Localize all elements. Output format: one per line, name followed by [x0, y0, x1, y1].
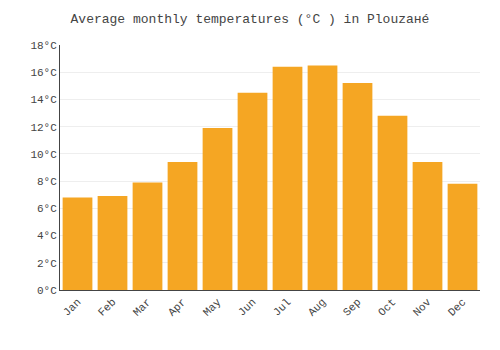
svg-text:Dec: Dec [446, 296, 468, 318]
svg-text:0°C: 0°C [37, 285, 57, 297]
svg-text:2°C: 2°C [37, 258, 57, 270]
svg-text:Feb: Feb [96, 296, 118, 318]
svg-text:Nov: Nov [411, 296, 434, 319]
svg-text:Mar: Mar [131, 296, 153, 318]
svg-text:16°C: 16°C [30, 67, 57, 79]
svg-text:Jul: Jul [271, 296, 293, 318]
svg-text:Jan: Jan [61, 296, 83, 318]
svg-text:14°C: 14°C [30, 94, 57, 106]
svg-text:18°C: 18°C [30, 40, 57, 52]
svg-text:Jun: Jun [236, 296, 258, 318]
svg-text:6°C: 6°C [37, 203, 57, 215]
svg-text:Average monthly temperatures (: Average monthly temperatures (°C ) in Pl… [71, 12, 430, 27]
svg-text:4°C: 4°C [37, 230, 57, 242]
svg-text:Apr: Apr [166, 296, 188, 318]
svg-text:Oct: Oct [376, 296, 398, 318]
svg-text:Aug: Aug [306, 296, 328, 318]
svg-text:8°C: 8°C [37, 176, 57, 188]
svg-text:Sep: Sep [341, 296, 363, 318]
svg-text:12°C: 12°C [30, 122, 57, 134]
svg-text:10°C: 10°C [30, 149, 57, 161]
svg-text:May: May [201, 296, 224, 319]
